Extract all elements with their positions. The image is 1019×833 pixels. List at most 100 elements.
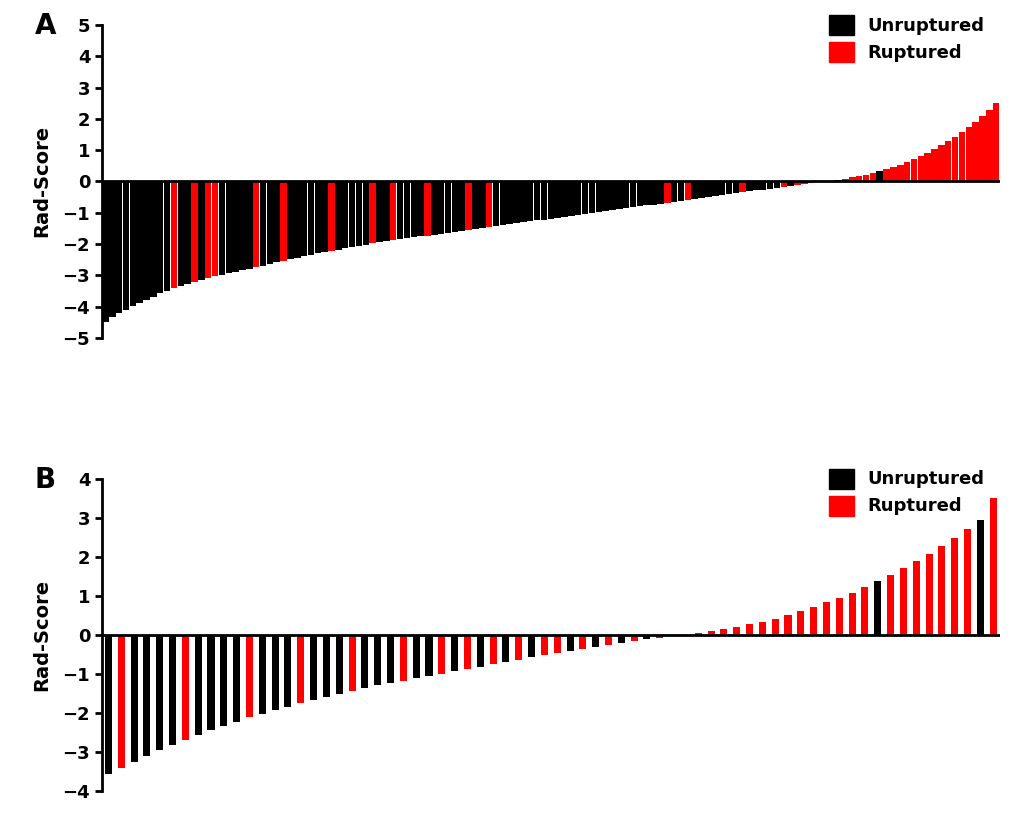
Bar bbox=[492, 182, 498, 226]
Bar bbox=[157, 182, 163, 293]
Bar bbox=[533, 182, 540, 221]
Bar bbox=[130, 635, 138, 762]
Bar bbox=[506, 182, 513, 224]
Bar bbox=[266, 182, 273, 264]
Bar bbox=[476, 635, 483, 666]
Bar bbox=[595, 182, 601, 212]
Bar bbox=[479, 182, 485, 228]
Bar bbox=[718, 182, 725, 195]
Bar bbox=[438, 635, 445, 674]
Bar bbox=[489, 635, 496, 664]
Bar bbox=[707, 631, 714, 635]
Legend: Unruptured, Ruptured: Unruptured, Ruptured bbox=[821, 8, 990, 69]
Bar bbox=[991, 103, 999, 182]
Bar bbox=[348, 182, 355, 247]
Bar bbox=[890, 167, 896, 182]
Bar bbox=[437, 182, 444, 233]
Bar bbox=[643, 182, 649, 206]
Bar bbox=[732, 182, 739, 193]
Bar bbox=[169, 635, 176, 746]
Bar bbox=[618, 635, 625, 643]
Bar bbox=[759, 182, 765, 190]
Bar bbox=[246, 182, 253, 269]
Bar bbox=[930, 149, 936, 182]
Bar bbox=[225, 182, 231, 273]
Bar bbox=[978, 117, 984, 182]
Bar bbox=[328, 182, 334, 251]
Bar bbox=[903, 162, 910, 182]
Bar bbox=[369, 182, 376, 243]
Bar bbox=[704, 182, 711, 197]
Bar bbox=[232, 182, 238, 272]
Bar bbox=[691, 182, 697, 199]
Bar bbox=[985, 110, 991, 182]
Bar bbox=[515, 635, 522, 660]
Bar bbox=[181, 635, 189, 741]
Bar bbox=[862, 174, 868, 182]
Bar bbox=[937, 546, 945, 635]
Bar bbox=[335, 635, 342, 694]
Bar bbox=[733, 627, 740, 635]
Bar bbox=[771, 619, 777, 635]
Bar bbox=[287, 182, 293, 259]
Bar bbox=[976, 520, 983, 635]
Bar bbox=[684, 182, 691, 200]
Bar bbox=[643, 635, 650, 639]
Bar bbox=[630, 635, 637, 641]
Bar bbox=[259, 635, 266, 714]
Bar bbox=[794, 182, 800, 185]
Bar bbox=[882, 169, 889, 182]
Bar bbox=[671, 182, 677, 202]
Bar bbox=[184, 182, 191, 284]
Bar bbox=[389, 182, 396, 240]
Bar bbox=[444, 182, 450, 232]
Bar bbox=[924, 554, 931, 635]
Bar bbox=[451, 182, 458, 232]
Bar bbox=[746, 182, 752, 192]
Bar bbox=[923, 153, 930, 182]
Bar bbox=[413, 635, 419, 678]
Bar bbox=[144, 635, 150, 756]
Bar bbox=[520, 182, 526, 222]
Bar bbox=[143, 182, 150, 300]
Bar bbox=[910, 159, 916, 182]
Text: B: B bbox=[35, 466, 56, 494]
Text: A: A bbox=[35, 12, 56, 41]
Bar bbox=[207, 635, 214, 731]
Y-axis label: Rad-Score: Rad-Score bbox=[33, 579, 51, 691]
Bar bbox=[554, 182, 560, 217]
Bar bbox=[280, 182, 286, 261]
Bar bbox=[800, 182, 807, 184]
Bar bbox=[458, 182, 465, 231]
Bar bbox=[321, 182, 328, 252]
Bar bbox=[629, 182, 636, 207]
Bar bbox=[356, 182, 362, 246]
Bar bbox=[335, 182, 341, 250]
Bar bbox=[129, 182, 136, 306]
Bar bbox=[301, 182, 307, 257]
Bar bbox=[170, 182, 177, 288]
Bar bbox=[540, 635, 547, 655]
Bar bbox=[636, 182, 643, 207]
Legend: Unruptured, Ruptured: Unruptured, Ruptured bbox=[821, 461, 990, 522]
Bar bbox=[745, 625, 752, 635]
Bar bbox=[137, 182, 143, 302]
Bar bbox=[341, 182, 348, 248]
Bar bbox=[797, 611, 804, 635]
Bar bbox=[694, 633, 701, 635]
Bar bbox=[177, 182, 183, 287]
Y-axis label: Rad-Score: Rad-Score bbox=[33, 125, 51, 237]
Bar bbox=[528, 635, 535, 657]
Bar bbox=[725, 182, 732, 194]
Bar bbox=[116, 182, 122, 313]
Bar bbox=[971, 122, 978, 182]
Bar bbox=[568, 182, 574, 216]
Bar bbox=[361, 635, 368, 688]
Bar bbox=[655, 635, 662, 638]
Bar bbox=[698, 182, 704, 198]
Bar bbox=[719, 630, 727, 635]
Bar bbox=[198, 182, 205, 280]
Bar bbox=[842, 178, 848, 182]
Bar bbox=[150, 182, 157, 297]
Bar bbox=[780, 182, 787, 187]
